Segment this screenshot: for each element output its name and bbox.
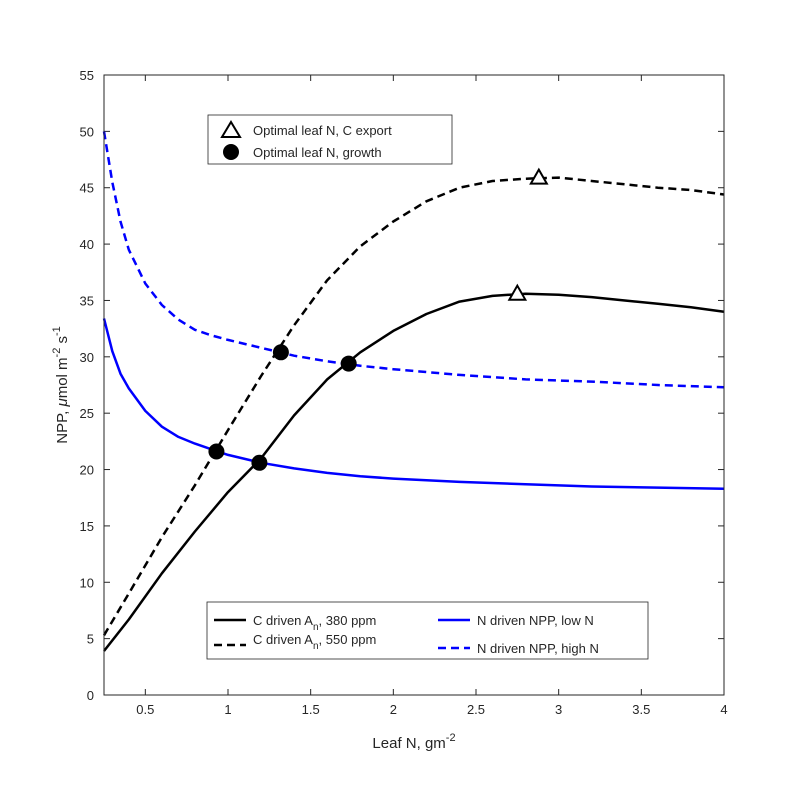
x-tick-label: 1 <box>224 702 231 717</box>
optimal-c-export-marker <box>529 167 549 185</box>
plot-area <box>104 75 724 695</box>
marker-legend: Optimal leaf N, C export Optimal leaf N,… <box>207 114 453 165</box>
optimal-growth-marker <box>208 443 225 460</box>
optimal-growth-marker <box>251 454 268 471</box>
x-tick-label: 4 <box>720 702 727 717</box>
legend-label-low-n: N driven NPP, low N <box>477 613 594 628</box>
optimal-c-export-marker <box>507 283 528 301</box>
y-tick-label: 40 <box>80 237 94 252</box>
line-legend: C driven An, 380 ppm C driven An, 550 pp… <box>206 601 649 660</box>
x-tick-label: 2.5 <box>467 702 485 717</box>
optimal-growth-marker <box>272 344 289 361</box>
x-tick-label: 3 <box>555 702 562 717</box>
x-tick-label: 2 <box>390 702 397 717</box>
x-tick-label: 1.5 <box>302 702 320 717</box>
marker-points <box>208 167 549 471</box>
marker-legend-box <box>207 114 453 165</box>
legend-label-c-export: Optimal leaf N, C export <box>253 123 392 138</box>
legend-label-380: C driven An, 380 ppm <box>253 613 376 633</box>
y-axis-label: NPP, μmol m-2 s-1 <box>51 326 71 444</box>
series-line-2 <box>102 318 725 490</box>
y-tick-label: 45 <box>80 181 94 196</box>
y-tick-label: 20 <box>80 463 94 478</box>
y-tick-label: 5 <box>87 632 94 647</box>
circle-marker-icon <box>223 144 239 160</box>
plot-frame <box>103 74 725 696</box>
x-tick-label: 0.5 <box>136 702 154 717</box>
y-tick-label: 10 <box>80 575 94 590</box>
y-tick-label: 50 <box>80 124 94 139</box>
series-line-3 <box>102 131 725 389</box>
optimal-growth-marker <box>340 355 357 372</box>
x-tick-label: 3.5 <box>632 702 650 717</box>
line-legend-box <box>206 601 649 660</box>
x-axis-label-sup: -2 <box>446 732 456 744</box>
y-tick-label: 30 <box>80 350 94 365</box>
legend-label-high-n: N driven NPP, high N <box>477 641 599 656</box>
legend-label-growth: Optimal leaf N, growth <box>253 145 382 160</box>
series-line-0 <box>103 292 725 652</box>
y-tick-label: 55 <box>80 68 94 83</box>
x-axis-label: Leaf N, gm-2 <box>372 732 455 752</box>
triangle-marker-icon <box>220 120 242 138</box>
y-tick-label: 35 <box>80 293 94 308</box>
series-lines <box>102 131 725 652</box>
y-tick-label: 25 <box>80 406 94 421</box>
y-tick-label: 15 <box>80 519 94 534</box>
y-tick-label: 0 <box>87 688 94 703</box>
series-line-1 <box>102 176 725 636</box>
legend-label-550: C driven An, 550 ppm <box>253 632 376 652</box>
